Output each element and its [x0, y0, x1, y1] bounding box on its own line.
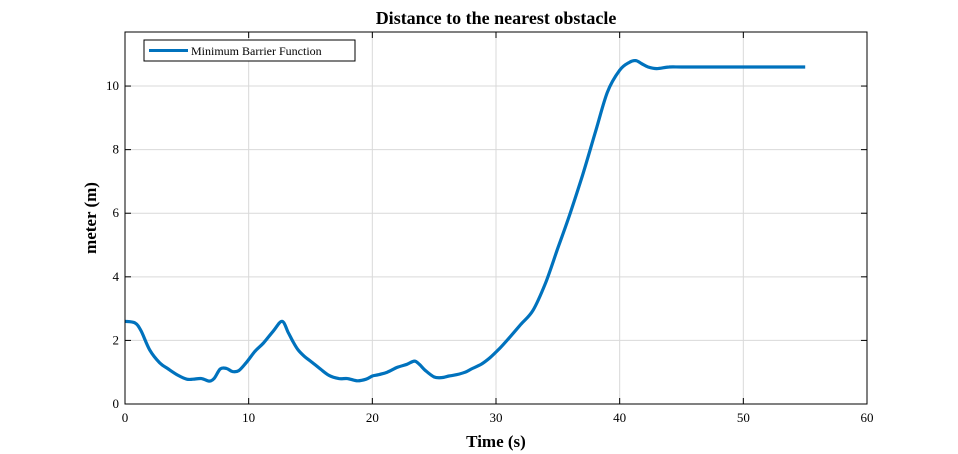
y-tick-label: 0 [113, 396, 120, 411]
y-tick-label: 6 [113, 205, 120, 220]
y-tick-label: 2 [113, 332, 120, 347]
x-tick-label: 50 [737, 410, 750, 425]
series-layer [124, 58, 806, 383]
legend-label: Minimum Barrier Function [191, 44, 322, 58]
grid-lines-y [125, 85, 867, 341]
chart-title: Distance to the nearest obstacle [376, 8, 617, 28]
x-axis-label: Time (s) [466, 432, 526, 451]
y-axis-label: meter (m) [81, 182, 100, 254]
y-axis-ticks: 0 2 4 6 8 10 [106, 78, 867, 411]
x-tick-label: 20 [366, 410, 379, 425]
x-tick-label: 40 [613, 410, 626, 425]
y-tick-label: 8 [113, 142, 120, 157]
grid-lines-x [248, 32, 744, 404]
x-axis-ticks: 0 10 20 30 40 50 60 [122, 32, 874, 425]
x-tick-label: 0 [122, 410, 129, 425]
x-tick-label: 60 [861, 410, 874, 425]
x-tick-label: 30 [490, 410, 503, 425]
series-line [124, 58, 806, 383]
y-tick-label: 4 [113, 269, 120, 284]
y-tick-label: 10 [106, 78, 119, 93]
x-tick-label: 10 [242, 410, 255, 425]
legend: Minimum Barrier Function [143, 39, 356, 62]
legend-box [143, 39, 356, 62]
